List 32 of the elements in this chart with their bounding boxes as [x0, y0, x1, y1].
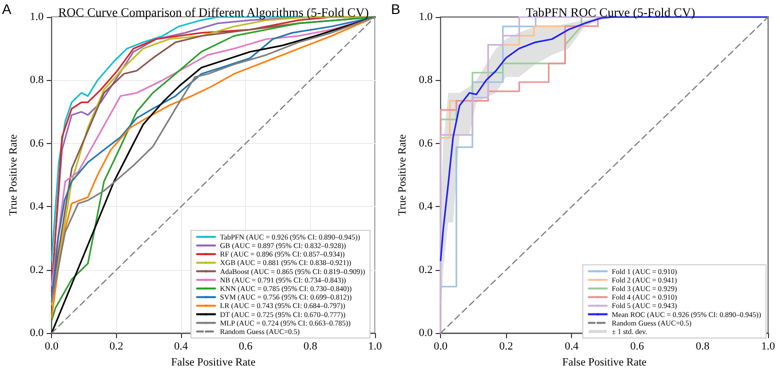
- y-tick-label: 0.8: [30, 74, 44, 86]
- y-tick-label: 0.2: [418, 264, 433, 276]
- y-tick-label: 0.2: [30, 264, 44, 276]
- x-tick-label: 0.8: [696, 340, 710, 353]
- x-tick-label: 0.8: [303, 340, 318, 353]
- x-tick-label: 0.4: [564, 340, 580, 353]
- y-tick-label: 0.0: [418, 327, 434, 340]
- x-tick-label: 0.0: [44, 340, 60, 353]
- y-axis-title: True Positive Rate: [396, 134, 408, 216]
- x-axis-title: False Positive Rate: [562, 356, 647, 368]
- y-tick-label: 1.0: [418, 11, 434, 23]
- x-tick-label: 0.2: [109, 340, 124, 353]
- x-tick-label: 0.0: [434, 340, 448, 353]
- y-tick-label: 0.4: [30, 200, 44, 213]
- chart-title: ROC Curve Comparison of Different Algorithms (5-Fold CV): [58, 6, 369, 20]
- y-tick-label: 1.0: [30, 11, 44, 23]
- x-axis-title: False Positive Rate: [171, 356, 256, 368]
- y-tick-label: 0.6: [418, 137, 434, 150]
- x-tick-label: 1.0: [368, 340, 382, 353]
- y-axis-title: True Positive Rate: [8, 134, 20, 216]
- y-tick-label: 0.4: [418, 200, 434, 213]
- x-tick-label: 0.2: [499, 340, 514, 353]
- x-tick-label: 1.0: [761, 340, 776, 353]
- y-tick-label: 0.8: [418, 74, 434, 86]
- x-tick-label: 0.4: [174, 340, 188, 353]
- chart-title: TabPFN ROC Curve (5-Fold CV): [526, 6, 696, 20]
- text: A: [2, 1, 12, 17]
- text: B: [391, 1, 400, 17]
- x-tick-label: 0.6: [238, 340, 254, 353]
- x-tick-label: 0.6: [630, 340, 645, 353]
- y-tick-label: 0.0: [30, 327, 44, 340]
- y-tick-label: 0.6: [30, 137, 44, 150]
